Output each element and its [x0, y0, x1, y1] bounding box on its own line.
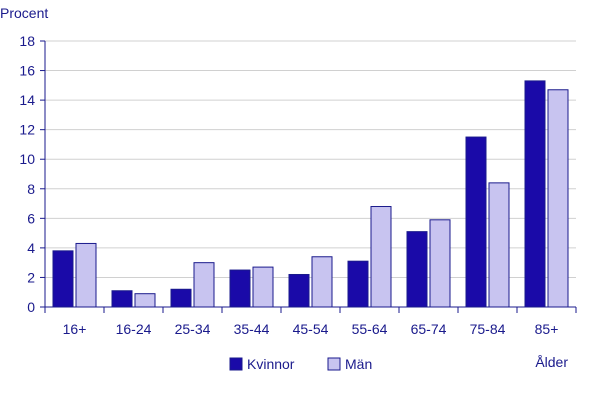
bar-kvinnor-16-24 — [111, 290, 133, 308]
y-tick-label: 8 — [27, 181, 35, 197]
x-axis-title: Ålder — [535, 354, 568, 370]
bar-kvinnor-65-74 — [406, 231, 428, 308]
legend-swatch — [327, 357, 341, 371]
y-tick-label: 6 — [27, 210, 35, 226]
y-axis-title: Procent — [0, 5, 48, 21]
y-axis-ticks: 0 2 4 6 8 10 12 14 16 18 — [19, 33, 45, 315]
bar-man-85+ — [547, 89, 569, 308]
x-tick-label: 65-74 — [411, 321, 447, 337]
bar-kvinnor-35-44 — [229, 269, 251, 308]
legend: Kvinnor Män — [229, 356, 372, 372]
y-tick-label: 16 — [19, 63, 35, 79]
x-tick-label: 16+ — [63, 321, 87, 337]
bar-kvinnor-85+ — [524, 80, 546, 308]
bar-man-65-74 — [429, 219, 451, 308]
y-tick-label: 4 — [27, 240, 35, 256]
x-tick-label: 45-54 — [293, 321, 329, 337]
bar-man-55-64 — [370, 206, 392, 308]
y-tick-label: 12 — [19, 122, 35, 138]
bar-kvinnor-45-54 — [288, 273, 310, 308]
x-axis: 16+ 16-24 25-34 35-44 45-54 55-64 65-74 75-84 85… — [44, 41, 577, 337]
bar-man-16-24 — [134, 293, 156, 308]
gridlines — [45, 40, 576, 278]
x-tick-label: 25-34 — [175, 321, 211, 337]
y-tick-label: 10 — [19, 151, 35, 167]
bar-kvinnor-25-34 — [170, 288, 192, 308]
bar-man-35-44 — [252, 266, 274, 308]
x-tick-label: 35-44 — [234, 321, 270, 337]
bar-man-75-84 — [488, 182, 510, 308]
y-tick-label: 14 — [19, 92, 35, 108]
bar-man-25-34 — [193, 262, 215, 308]
y-tick-label: 0 — [27, 299, 35, 315]
x-tick-label: 75-84 — [470, 321, 506, 337]
y-tick-label: 18 — [19, 33, 35, 49]
x-tick-label: 16-24 — [116, 321, 152, 337]
bar-kvinnor-75-84 — [465, 136, 487, 308]
x-tick-label: 85+ — [535, 321, 559, 337]
legend-swatch — [229, 357, 243, 371]
bar-kvinnor-55-64 — [347, 260, 369, 308]
legend-label: Kvinnor — [247, 356, 295, 372]
bar-man-16+ — [75, 242, 97, 308]
x-tick-label: 55-64 — [352, 321, 388, 337]
bar-kvinnor-16+ — [52, 250, 74, 308]
bars — [52, 80, 569, 308]
y-tick-label: 2 — [27, 269, 35, 285]
bar-man-45-54 — [311, 256, 333, 308]
legend-label: Män — [345, 356, 372, 372]
